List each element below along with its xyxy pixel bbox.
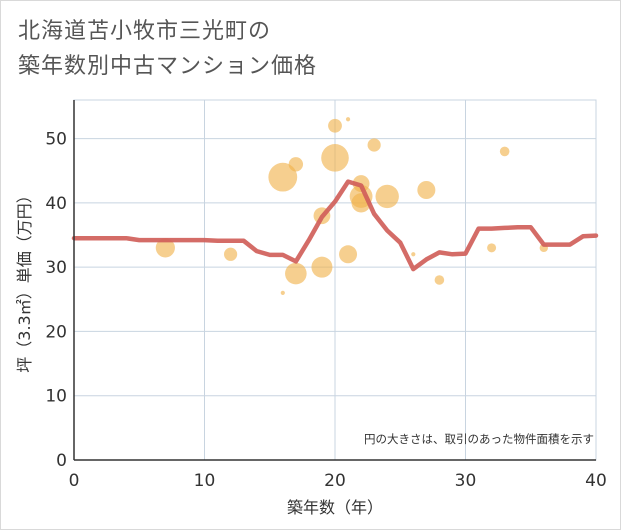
x-tick-label: 40 [585,471,607,491]
data-bubble [285,262,307,285]
title-line-2: 築年数別中古マンション価格 [18,54,318,79]
bubble-layer [155,117,548,295]
data-bubble [339,245,358,264]
data-bubble [288,157,304,172]
y-tick-label: 0 [56,451,67,471]
data-bubble [328,118,342,133]
x-tick-label: 30 [455,471,477,491]
data-bubble [321,144,349,172]
data-bubble [499,146,510,157]
data-bubble [268,162,298,192]
title-line-1: 北海道苫小牧市三光町の [18,19,272,44]
data-bubble [155,238,175,258]
x-tick-label: 10 [194,471,216,491]
line-layer [71,179,599,272]
x-tick-label: 0 [69,471,80,491]
x-axis-title: 築年数（年） [287,498,383,517]
data-bubble [367,138,381,152]
data-bubble [487,243,497,253]
chart-title: 北海道苫小牧市三光町の 築年数別中古マンション価格 [18,14,317,84]
x-tick-label: 20 [324,471,346,491]
data-bubble [224,247,238,261]
grid [73,99,597,461]
data-bubble [411,252,416,257]
data-bubble [375,184,399,209]
data-bubble [434,275,445,285]
y-tick-label: 50 [45,130,67,150]
axes: 0 10 20 30 40 50 0 10 20 30 40 [45,100,607,491]
y-tick-label: 20 [45,322,67,342]
size-annotation: 円の大きさは、取引のあった物件面積を示す [364,432,594,446]
data-bubble [345,117,351,122]
data-bubble [280,290,285,295]
data-bubble [417,181,436,199]
y-tick-label: 40 [45,194,67,214]
average-price-line [71,179,599,272]
y-tick-label: 30 [45,258,67,278]
y-axis-title: 坪（3.3㎡）単価（万円） [15,187,34,372]
y-tick-label: 10 [45,387,67,407]
data-bubble [311,256,333,278]
